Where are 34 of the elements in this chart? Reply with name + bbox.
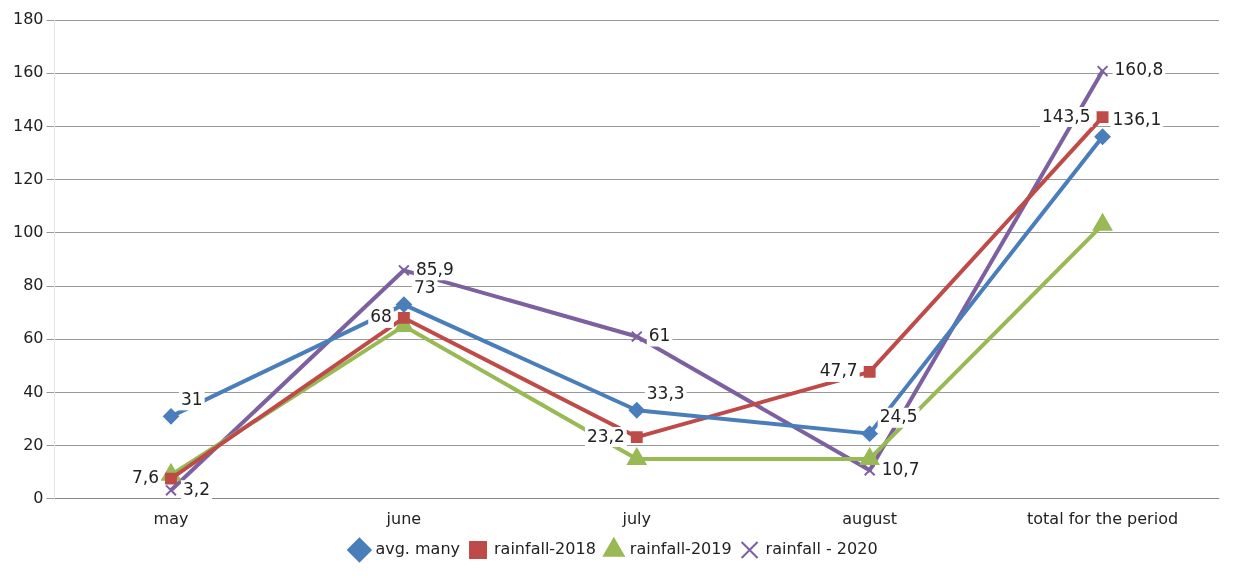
data-label: 3,2 — [182, 478, 211, 499]
data-label: 24,5 — [879, 406, 918, 427]
x-tick-label: june — [385, 508, 422, 528]
data-label: 85,9 — [415, 258, 454, 279]
y-tick-label: 0 — [33, 487, 44, 507]
x-tick-label: august — [842, 508, 898, 528]
data-label: 68 — [370, 306, 392, 327]
data-label: 73 — [413, 277, 436, 298]
x-tick-label: may — [153, 508, 189, 528]
data-label: 61 — [648, 324, 671, 345]
y-tick-label: 100 — [12, 221, 44, 241]
x-tick-label: total for the period — [1027, 508, 1179, 528]
legend-label: rainfall - 2020 — [765, 539, 878, 559]
data-label: 33,3 — [646, 382, 685, 403]
y-tick-label: 140 — [12, 115, 44, 135]
y-tick-label: 120 — [12, 168, 44, 188]
legend-label: avg. many — [375, 539, 461, 559]
y-tick-label: 40 — [23, 381, 44, 401]
data-label: 160,8 — [1114, 59, 1164, 80]
data-label: 7,6 — [131, 467, 159, 488]
data-label: 23,2 — [586, 425, 625, 446]
data-label: 10,7 — [881, 458, 920, 479]
data-label: 143,5 — [1041, 105, 1091, 126]
data-label: 31 — [180, 388, 203, 409]
y-tick-label: 80 — [23, 275, 44, 295]
data-label: 136,1 — [1112, 109, 1162, 130]
y-tick-label: 160 — [12, 62, 44, 82]
legend-label: rainfall-2018 — [494, 539, 596, 559]
y-tick-label: 20 — [23, 434, 44, 454]
x-tick-label: july — [621, 508, 652, 528]
y-tick-label: 180 — [12, 9, 44, 29]
legend-label: rainfall-2019 — [629, 539, 732, 559]
y-tick-label: 60 — [23, 328, 44, 348]
data-label: 47,7 — [819, 360, 858, 381]
